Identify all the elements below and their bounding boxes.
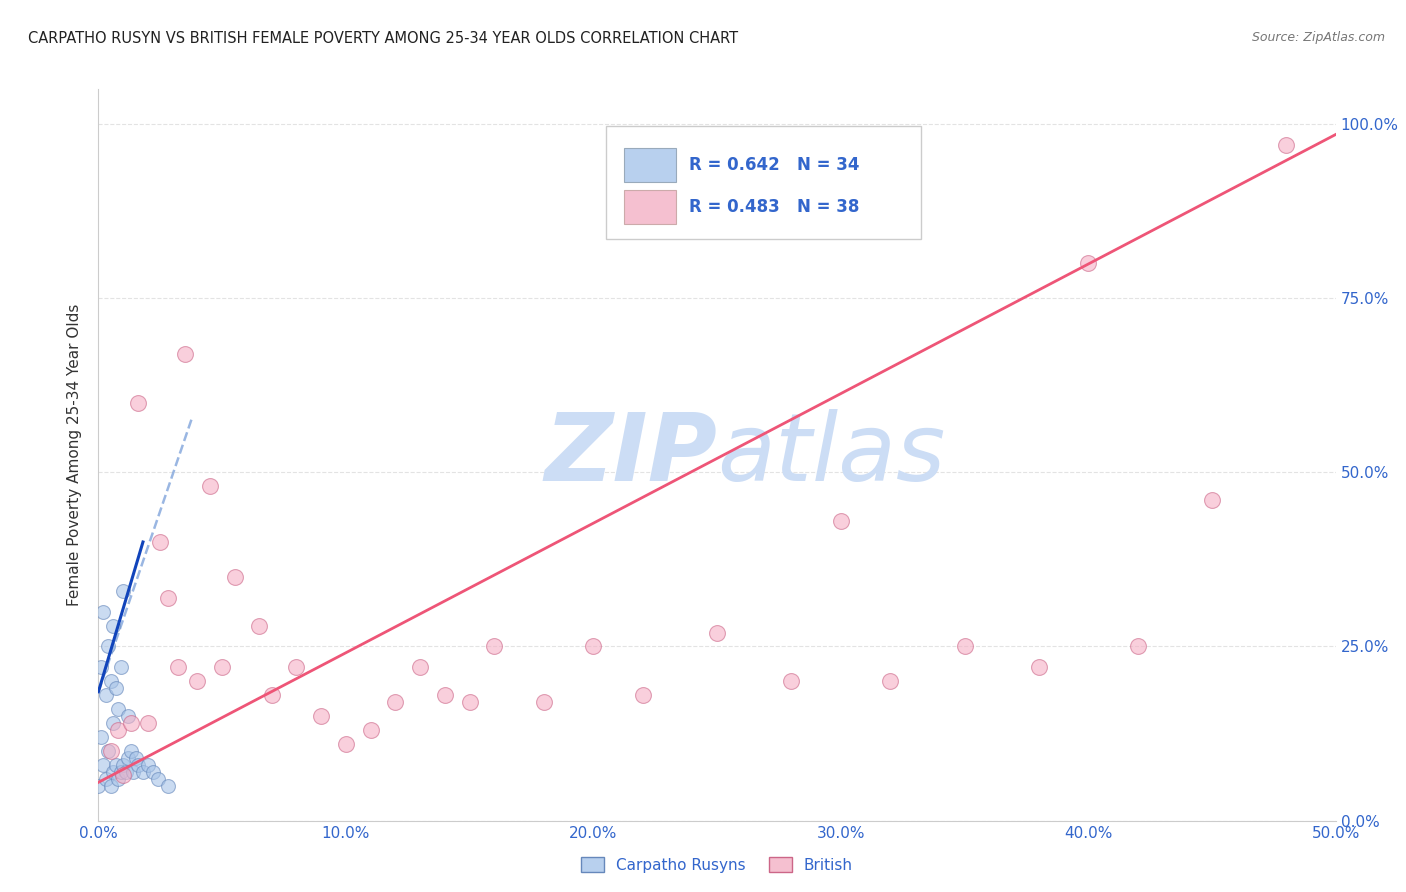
- Text: Source: ZipAtlas.com: Source: ZipAtlas.com: [1251, 31, 1385, 45]
- Point: [110, 764, 132, 779]
- Point: [136, 716, 159, 731]
- Point: [87, 779, 110, 793]
- Point: [631, 688, 654, 702]
- Point: [94, 772, 117, 786]
- Point: [104, 681, 127, 696]
- Point: [149, 535, 172, 549]
- Point: [409, 660, 432, 674]
- Point: [1275, 137, 1298, 152]
- Point: [107, 772, 129, 786]
- Legend: Carpatho Rusyns, British: Carpatho Rusyns, British: [575, 851, 859, 879]
- Point: [112, 583, 135, 598]
- Point: [127, 758, 149, 772]
- Point: [384, 695, 406, 709]
- Point: [285, 660, 308, 674]
- Point: [100, 779, 122, 793]
- Text: R = 0.483   N = 38: R = 0.483 N = 38: [689, 198, 859, 216]
- FancyBboxPatch shape: [624, 148, 676, 182]
- Point: [120, 744, 142, 758]
- Point: [433, 688, 456, 702]
- Point: [97, 640, 120, 654]
- Point: [780, 674, 803, 689]
- Point: [533, 695, 555, 709]
- Point: [100, 744, 122, 758]
- Text: atlas: atlas: [717, 409, 945, 500]
- Point: [103, 716, 125, 731]
- Point: [110, 660, 132, 674]
- Point: [117, 751, 139, 765]
- Text: ZIP: ZIP: [544, 409, 717, 501]
- Point: [120, 716, 142, 731]
- Point: [100, 674, 122, 689]
- Point: [224, 570, 246, 584]
- Point: [94, 688, 117, 702]
- Point: [90, 730, 112, 744]
- Point: [830, 514, 852, 528]
- Point: [124, 751, 146, 765]
- Point: [582, 640, 605, 654]
- Point: [360, 723, 382, 737]
- Y-axis label: Female Poverty Among 25-34 Year Olds: Female Poverty Among 25-34 Year Olds: [67, 304, 83, 606]
- Point: [132, 764, 155, 779]
- Point: [260, 688, 283, 702]
- Point: [112, 758, 135, 772]
- FancyBboxPatch shape: [606, 126, 921, 239]
- Point: [112, 768, 135, 782]
- Point: [103, 764, 125, 779]
- Point: [97, 744, 120, 758]
- Point: [1077, 256, 1099, 270]
- Point: [198, 479, 221, 493]
- Point: [156, 779, 179, 793]
- Point: [142, 764, 165, 779]
- Point: [309, 709, 332, 723]
- Point: [93, 758, 115, 772]
- Point: [114, 764, 136, 779]
- Point: [104, 758, 127, 772]
- Point: [335, 737, 357, 751]
- Point: [247, 618, 270, 632]
- Point: [211, 660, 233, 674]
- Point: [122, 764, 145, 779]
- Point: [107, 702, 129, 716]
- Point: [117, 709, 139, 723]
- Point: [103, 618, 125, 632]
- Point: [1126, 640, 1149, 654]
- Point: [156, 591, 179, 605]
- Point: [127, 395, 149, 409]
- Point: [174, 347, 197, 361]
- Point: [458, 695, 481, 709]
- Point: [1201, 493, 1223, 508]
- Point: [1028, 660, 1050, 674]
- Point: [953, 640, 976, 654]
- Text: R = 0.642   N = 34: R = 0.642 N = 34: [689, 156, 859, 174]
- Point: [146, 772, 169, 786]
- Point: [107, 723, 129, 737]
- Point: [484, 640, 506, 654]
- Point: [166, 660, 188, 674]
- Point: [93, 605, 115, 619]
- Point: [706, 625, 728, 640]
- Point: [90, 660, 112, 674]
- Point: [879, 674, 901, 689]
- Point: [186, 674, 208, 689]
- Point: [136, 758, 159, 772]
- Text: CARPATHO RUSYN VS BRITISH FEMALE POVERTY AMONG 25-34 YEAR OLDS CORRELATION CHART: CARPATHO RUSYN VS BRITISH FEMALE POVERTY…: [28, 31, 738, 46]
- FancyBboxPatch shape: [624, 190, 676, 224]
